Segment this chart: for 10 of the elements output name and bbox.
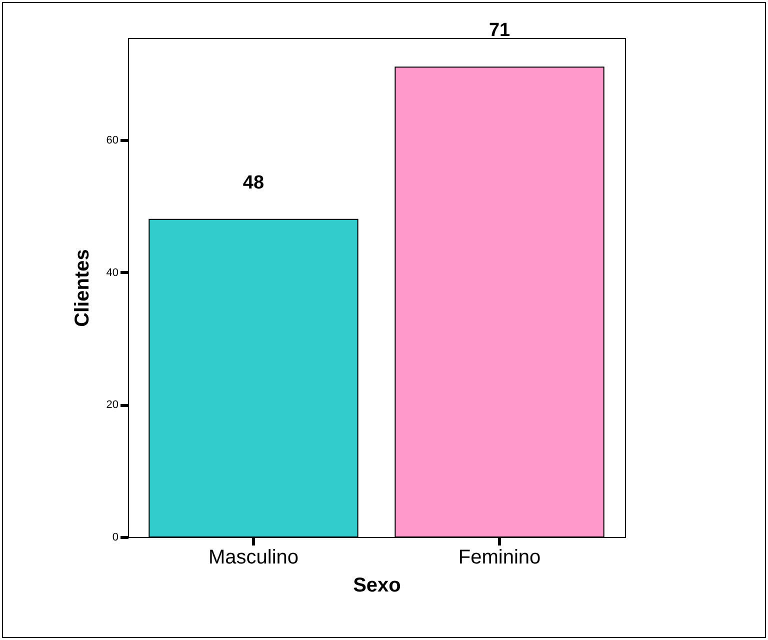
y-tick-label: 20 — [106, 399, 118, 412]
x-tick-label: Masculino — [208, 546, 299, 568]
x-tick-label: Feminino — [458, 546, 541, 568]
y-axis-title: Clientes — [71, 249, 94, 327]
data-label: 71 — [488, 20, 511, 42]
y-tick-label: 40 — [106, 266, 118, 279]
y-tick-label: 60 — [106, 134, 118, 146]
y-tick-label: 0 — [112, 532, 118, 544]
data-label: 48 — [242, 172, 264, 194]
x-axis-title: Sexo — [353, 574, 401, 596]
